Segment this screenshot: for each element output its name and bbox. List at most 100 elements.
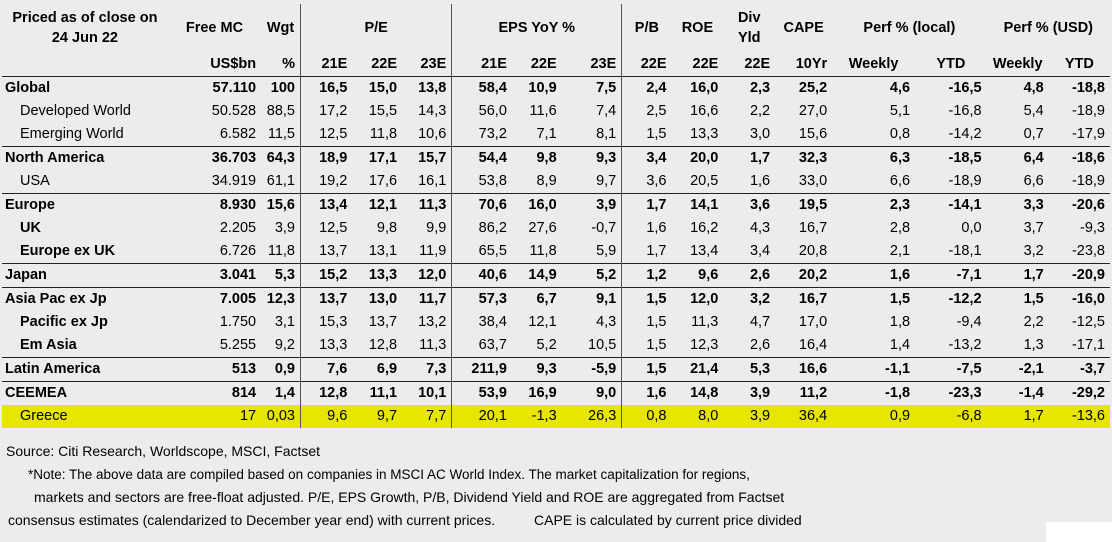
- table-row: Greece 17 0,03 9,6 9,7 7,7 20,1 -1,3 26,3 0,8 8,0 3…: [2, 405, 1110, 428]
- cell-local-weekly: 0,9: [832, 405, 916, 428]
- cell-usd-weekly: 1,3: [1023, 337, 1044, 353]
- source-note: Source: Citi Research, Worldscope, MSCI,…: [6, 443, 321, 459]
- cell-pb-22e: 1,6: [621, 217, 672, 240]
- cell-roe-22e: 20,5: [690, 173, 719, 189]
- cell-pct: 3,1: [274, 314, 295, 330]
- note-line-1: *Note: The above data are compiled based…: [28, 467, 750, 482]
- cell-roe-22e: 11,3: [691, 314, 719, 330]
- cell-div-22e: 2,6: [749, 337, 771, 353]
- cell-pb-22e: 3,4: [621, 146, 672, 170]
- cell-eps-23e: 10,5: [588, 337, 617, 353]
- cell-eps-22e: 16,9: [511, 381, 562, 405]
- cell-local-ytd: -18,1: [948, 243, 982, 259]
- cell-cape-10yr: 20,2: [775, 263, 833, 288]
- cell-usbn: 3.041: [167, 263, 262, 288]
- cell-usd-ytd: -20,9: [1048, 263, 1110, 288]
- cell-local-weekly: 4,6: [832, 76, 916, 100]
- row-label: Em Asia: [20, 337, 77, 353]
- table-row: Em Asia 5.255 9,2 13,3 12,8 11,3 63,7 5,2 10,5 1,…: [2, 334, 1110, 358]
- cell-eps-22e: 11,6: [529, 103, 557, 119]
- cell-eps-21e: 53,8: [451, 170, 512, 194]
- cell-pe-21e: 13,4: [299, 193, 353, 217]
- cell-pe-21e: 15,3: [299, 311, 353, 334]
- cell-local-ytd: -14,1: [915, 193, 987, 217]
- cell-cape-10yr: 32,3: [775, 146, 833, 170]
- cell-pe-23e: 11,7: [402, 287, 452, 311]
- cell-local-weekly: 2,1: [889, 243, 911, 259]
- valuation-table: Priced as of close on 24 Jun 22 Free MC W…: [2, 4, 1110, 428]
- cell-usd-weekly: 1,7: [986, 405, 1049, 428]
- cell-usbn: 6.582: [219, 126, 257, 142]
- cell-local-weekly: 2,3: [832, 193, 916, 217]
- cell-div-22e: 2,6: [723, 263, 776, 288]
- row-label: Latin America: [2, 357, 168, 382]
- cell-cape-10yr: 19,5: [775, 193, 833, 217]
- cell-local-ytd: -7,1: [915, 263, 987, 288]
- cell-local-weekly: -1,1: [832, 357, 916, 382]
- cell-eps-23e: -0,7: [591, 220, 617, 236]
- cell-pe-23e: 7,3: [402, 357, 452, 382]
- cell-pb-22e: 1,5: [621, 334, 672, 358]
- cell-pe-21e: 19,2: [299, 170, 353, 194]
- row-label: Europe ex UK: [20, 243, 116, 259]
- cell-pe-21e: 13,7: [299, 240, 353, 264]
- cell-usd-ytd: -18,9: [1071, 103, 1105, 119]
- subheader-local-weekly: Weekly: [832, 52, 916, 77]
- note-line-2: markets and sectors are free-float adjus…: [34, 489, 785, 505]
- cell-cape-10yr: 11,2: [775, 381, 833, 405]
- note-line-3: consensus estimates (calendarized to Dec…: [8, 512, 802, 528]
- row-label: Asia Pac ex Jp: [2, 287, 168, 311]
- cell-usbn: 36.703: [167, 146, 262, 170]
- cell-usd-weekly: 4,8: [986, 76, 1049, 100]
- cell-local-ytd: -7,5: [915, 357, 987, 382]
- cell-pct: 3,9: [274, 220, 295, 236]
- cell-pe-23e: 12,0: [402, 263, 452, 288]
- cell-pct: 100: [261, 76, 301, 100]
- cell-local-weekly: 1,5: [832, 287, 916, 311]
- notes-section: Source: Citi Research, Worldscope, MSCI,…: [6, 440, 802, 532]
- cell-pe-22e: 13,7: [368, 314, 398, 330]
- cell-local-ytd: -14,2: [948, 126, 982, 142]
- cell-cape-10yr: 36,4: [775, 405, 833, 428]
- subheader-eps-22e: 22E: [511, 52, 562, 77]
- cell-div-22e: 3,9: [723, 381, 776, 405]
- cell-div-22e: 4,3: [749, 220, 771, 236]
- cell-eps-22e: 10,9: [511, 76, 562, 100]
- row-label: Greece: [2, 405, 168, 428]
- cell-pe-21e: 15,2: [299, 263, 353, 288]
- subheader-local-ytd: YTD: [915, 52, 987, 77]
- cell-pe-23e: 15,7: [402, 146, 452, 170]
- cell-usd-ytd: -9,3: [1080, 220, 1105, 236]
- cell-eps-23e: 9,3: [561, 146, 622, 170]
- cell-local-weekly: 6,6: [889, 173, 911, 189]
- cell-eps-22e: 9,8: [511, 146, 562, 170]
- cell-usd-weekly: 3,7: [1023, 220, 1044, 236]
- cell-local-ytd: -18,5: [915, 146, 987, 170]
- cell-usbn: 513: [167, 357, 262, 382]
- cell-usbn: 17: [167, 405, 262, 428]
- cell-eps-22e: 5,2: [536, 337, 557, 353]
- cell-local-weekly: 0,8: [889, 126, 911, 142]
- subheader-row: US$bn% 21E 22E 23E 21E 22E 23E 22E 22E 22E 10Yr Wee…: [2, 52, 1110, 77]
- cell-roe-22e: 16,6: [690, 103, 719, 119]
- cell-eps-21e: 58,4: [451, 76, 512, 100]
- cell-pct: 1,4: [261, 381, 301, 405]
- cell-eps-23e: 7,5: [561, 76, 622, 100]
- cell-div-22e: 1,6: [749, 173, 771, 189]
- cell-eps-23e: 5,2: [561, 263, 622, 288]
- cell-pe-21e: 9,6: [299, 405, 353, 428]
- cell-local-weekly: 5,1: [889, 103, 911, 119]
- cell-eps-23e: 9,7: [596, 173, 617, 189]
- cell-pct: 61,1: [266, 173, 295, 189]
- free-mc-header: Free MC: [185, 20, 244, 36]
- row-label: CEEMEA: [2, 381, 168, 405]
- cell-eps-22e: 6,7: [511, 287, 562, 311]
- cell-pe-22e: 12,8: [368, 337, 398, 353]
- table-row: Pacific ex Jp 1.750 3,1 15,3 13,7 13,2 38,4 12,…: [2, 311, 1110, 334]
- row-label: Japan: [2, 263, 168, 288]
- cell-pe-22e: 11,1: [352, 381, 403, 405]
- cell-pb-22e: 1,7: [621, 193, 672, 217]
- row-label: Developed World: [20, 103, 131, 119]
- cell-pe-22e: 13,0: [352, 287, 403, 311]
- cell-eps-22e: 27,6: [528, 220, 557, 236]
